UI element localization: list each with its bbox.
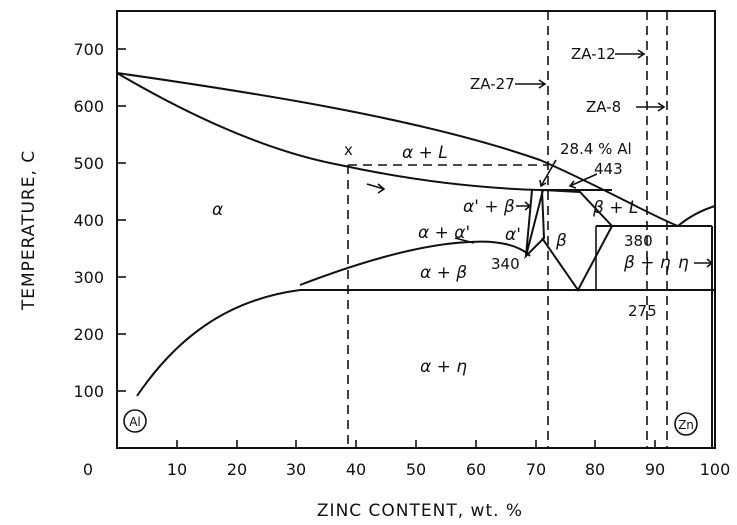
cooling-arrow-icon xyxy=(366,183,386,194)
za8-arrow-icon xyxy=(636,102,666,112)
x-tick-70: 70 xyxy=(526,460,546,479)
x-tick-100: 100 xyxy=(700,460,731,479)
x-tick-80: 80 xyxy=(585,460,605,479)
y-tick-500: 500 xyxy=(73,154,104,173)
eta-arrow-icon xyxy=(694,258,714,268)
za12-label: ZA-12 xyxy=(571,45,616,63)
temperature-340-label: 340 xyxy=(491,255,520,273)
za27-arrow-icon xyxy=(515,79,547,89)
region-alpha-alphaprime: α + α' xyxy=(418,223,470,243)
zn-circle-label: Zn xyxy=(678,418,694,432)
y-tick-700: 700 xyxy=(73,40,104,59)
region-alphaprime-beta: α' + β xyxy=(463,197,515,217)
x-tick-20: 20 xyxy=(227,460,247,479)
region-alpha-eta: α + η xyxy=(420,357,467,377)
al-percent-label: 28.4 % Al xyxy=(560,140,632,158)
x-tick-40: 40 xyxy=(346,460,366,479)
y-tick-labels: 700 600 500 400 300 200 100 xyxy=(73,40,104,401)
region-alpha-liquid: α + L xyxy=(402,143,448,163)
za12-arrow-icon xyxy=(615,49,646,59)
region-beta-eta: β + η xyxy=(623,253,671,273)
y-tick-600: 600 xyxy=(73,97,104,116)
al-circle-marker: Al xyxy=(123,409,147,433)
y-tick-200: 200 xyxy=(73,325,104,344)
y-axis-label: TEMPERATURE, C xyxy=(19,150,39,311)
region-beta: β xyxy=(555,231,567,251)
zn-circle-marker: Zn xyxy=(674,412,698,436)
x-tick-marks xyxy=(176,440,656,448)
arrows xyxy=(366,49,714,268)
alpha-solvus-curve xyxy=(136,289,301,397)
alpha-alphaprime-pointer-icon xyxy=(454,237,475,244)
beta-pointer-arrow-icon xyxy=(516,201,532,211)
x-axis-label: ZINC CONTENT, wt. % xyxy=(317,501,523,521)
region-beta-liquid: β + L xyxy=(592,198,638,218)
za27-label: ZA-27 xyxy=(470,75,515,93)
y-tick-100: 100 xyxy=(73,382,104,401)
x-tick-10: 10 xyxy=(167,460,187,479)
al-percent-arrow-icon xyxy=(539,159,557,188)
za8-label: ZA-8 xyxy=(586,98,621,116)
t443-arrow-icon xyxy=(568,173,598,189)
region-alpha-beta: α + β xyxy=(420,263,467,283)
x-tick-60: 60 xyxy=(466,460,486,479)
region-eta: η xyxy=(678,253,689,273)
y-tick-300: 300 xyxy=(73,268,104,287)
x-tick-30: 30 xyxy=(286,460,306,479)
plot-frame xyxy=(116,10,716,449)
temperature-275-label: 275 xyxy=(628,302,657,320)
temperature-380-label: 380 xyxy=(624,232,653,250)
solidus-curve xyxy=(116,72,612,191)
x-marker-label: x xyxy=(344,141,353,159)
alphaprime-boundary xyxy=(525,189,533,257)
alpha-alphaprime-miscibility-curve xyxy=(299,240,531,286)
x-tick-labels: 0 10 20 30 40 50 60 70 80 90 100 xyxy=(83,460,730,479)
region-alphaprime: α' xyxy=(505,225,521,245)
x-tick-0: 0 xyxy=(83,460,93,479)
y-tick-marks xyxy=(117,48,126,392)
region-alpha: α xyxy=(212,200,223,220)
temperature-443-label: 443 xyxy=(594,160,623,178)
x-tick-50: 50 xyxy=(406,460,426,479)
al-circle-label: Al xyxy=(129,415,141,429)
y-tick-400: 400 xyxy=(73,211,104,230)
x-tick-90: 90 xyxy=(645,460,665,479)
liquidus-curve xyxy=(116,72,716,228)
